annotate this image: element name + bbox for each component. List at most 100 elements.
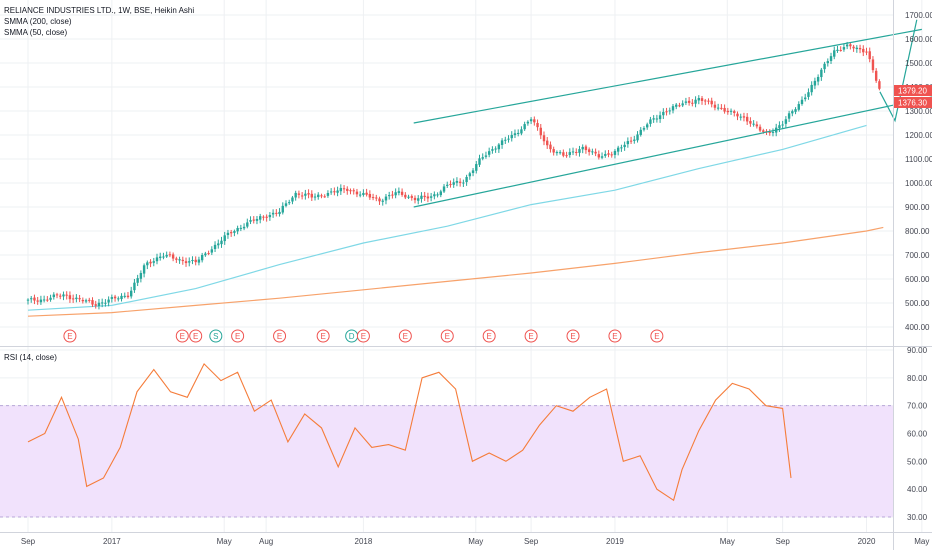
candle-body <box>533 119 536 123</box>
event-marker[interactable] <box>356 329 370 343</box>
candle-body <box>326 193 330 196</box>
candle-body <box>449 184 452 186</box>
candle-body <box>223 235 226 242</box>
channel-upper-line[interactable] <box>413 28 922 124</box>
channel-lower-line[interactable] <box>413 96 932 208</box>
candle-body <box>771 131 775 133</box>
event-marker[interactable] <box>189 329 203 343</box>
candle-body <box>62 294 65 297</box>
candle-body <box>858 47 862 50</box>
smma50-legend[interactable]: SMMA (50, close) <box>4 28 67 37</box>
time-axis[interactable]: Sep 2017 May Aug 2018 May Sep 2019 May Sep 2020 May… <box>21 537 932 546</box>
candle-body <box>126 295 130 298</box>
candle-body <box>591 151 594 153</box>
candle-body <box>565 155 568 157</box>
candle-body <box>629 140 633 142</box>
rsi-legend[interactable]: RSI (14, close) <box>4 353 57 362</box>
candle-body <box>810 84 813 93</box>
candle-body <box>207 253 210 255</box>
candle-body <box>700 98 704 101</box>
candle-body <box>558 152 562 154</box>
candle-body <box>762 130 765 132</box>
candle-body <box>436 194 439 196</box>
candle-body <box>391 194 394 196</box>
time-tick-label: Sep <box>776 537 791 546</box>
candle-body <box>633 139 636 141</box>
event-marker[interactable] <box>524 329 538 343</box>
candle-body <box>626 141 630 145</box>
candle-body <box>816 76 820 82</box>
event-marker[interactable] <box>398 329 412 343</box>
event-label: E <box>654 332 659 341</box>
time-tick-label: Aug <box>259 537 273 546</box>
candle-body <box>526 121 530 124</box>
candle-body <box>42 299 46 301</box>
candle-body <box>616 147 620 152</box>
candle-body <box>259 216 262 220</box>
candle-body <box>552 149 555 153</box>
candle-body <box>349 190 352 192</box>
candle-body <box>752 123 755 125</box>
candle-body <box>433 194 436 197</box>
candle-body <box>65 294 68 296</box>
candle-body <box>39 299 43 303</box>
candle-body <box>384 196 388 201</box>
projection-path[interactable] <box>879 19 918 123</box>
event-marker[interactable] <box>566 329 580 343</box>
candle-body <box>594 151 597 154</box>
candle-body <box>465 176 468 183</box>
event-label: E <box>570 332 575 341</box>
candle-body <box>429 196 433 198</box>
candle-body <box>339 187 343 192</box>
candle-body <box>723 107 726 112</box>
event-label: E <box>180 332 185 341</box>
event-marker[interactable] <box>316 329 330 343</box>
candle-body <box>745 116 749 122</box>
candle-body <box>404 194 407 198</box>
trend-channel[interactable] <box>413 19 932 208</box>
candle-body <box>75 297 78 300</box>
candle-body <box>71 298 75 300</box>
candle-body <box>455 180 459 183</box>
candle-body <box>110 297 114 299</box>
event-marker[interactable] <box>231 329 245 343</box>
candle-body <box>255 218 259 221</box>
last-price-tag <box>894 85 932 96</box>
event-marker[interactable] <box>608 329 622 343</box>
event-marker[interactable] <box>482 329 496 343</box>
candle-body <box>294 192 297 198</box>
candle-body <box>513 133 517 136</box>
candle-body <box>297 193 301 195</box>
event-marker[interactable] <box>650 329 664 343</box>
candle-body <box>868 51 871 60</box>
candle-body <box>88 299 91 301</box>
smma50-line <box>27 124 867 311</box>
candle-body <box>478 158 481 165</box>
candle-body <box>839 49 842 51</box>
event-marker[interactable] <box>63 329 77 343</box>
smma200-legend[interactable]: SMMA (200, close) <box>4 17 72 26</box>
candle-body <box>758 126 762 131</box>
candle-body <box>613 150 617 155</box>
candle-body <box>604 154 607 156</box>
candle-body <box>242 226 246 229</box>
candle-body <box>462 182 465 184</box>
candle-body <box>217 243 220 246</box>
candle-body <box>59 295 62 297</box>
candle-body <box>491 149 494 151</box>
candle-body <box>291 197 294 202</box>
event-marker[interactable] <box>175 329 189 343</box>
candle-body <box>26 299 30 301</box>
candle-body <box>162 256 165 258</box>
candle-body <box>410 196 413 198</box>
event-label: E <box>277 332 282 341</box>
event-marker[interactable] <box>209 329 223 343</box>
event-marker[interactable] <box>273 329 287 343</box>
price-tick-label: 1100.00 <box>905 155 932 164</box>
candle-body <box>200 254 204 261</box>
event-marker[interactable] <box>440 329 454 343</box>
candle-body <box>655 118 659 120</box>
candle-body <box>542 135 546 142</box>
candle-body <box>600 156 604 158</box>
